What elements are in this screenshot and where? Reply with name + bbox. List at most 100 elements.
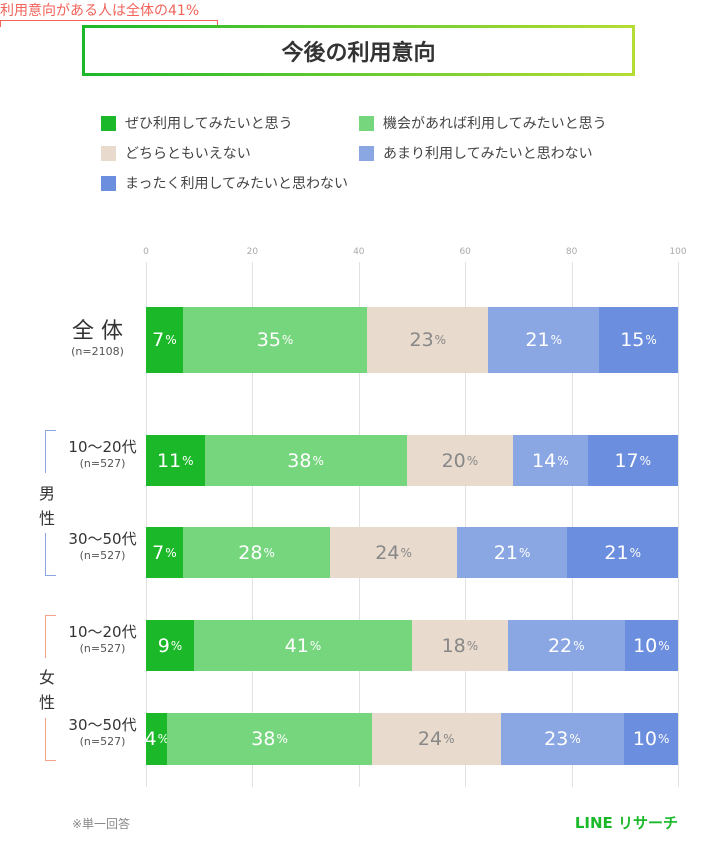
gridline <box>146 262 147 787</box>
data-label: 20 <box>441 449 466 472</box>
chart-title: 今後の利用意向 <box>82 25 635 76</box>
percent-sign: % <box>573 638 585 653</box>
percent-sign: % <box>182 453 194 468</box>
data-label: 24 <box>375 541 400 564</box>
percent-sign: % <box>157 732 169 746</box>
row-sample-size: (n=2108) <box>71 345 124 358</box>
x-tick-label: 60 <box>459 247 471 257</box>
legend-swatch <box>101 145 116 161</box>
group-bracket-top <box>45 430 56 473</box>
percent-sign: % <box>518 545 531 560</box>
bar-segment: 7% <box>146 527 183 578</box>
bar-segment: 20% <box>406 435 514 486</box>
gridline <box>678 262 679 787</box>
bar-segment: 24% <box>371 713 501 765</box>
data-label: 10 <box>633 634 658 657</box>
bar-segment: 35% <box>182 307 368 373</box>
legend-item: まったく利用してみたいと思わない <box>101 173 348 193</box>
bar-segment: 10% <box>624 713 678 765</box>
bar-segment: 24% <box>330 527 457 578</box>
gridline <box>358 262 360 787</box>
legend-label: あまり利用してみたいと思わない <box>383 146 593 162</box>
percent-sign: % <box>276 732 288 746</box>
group-bracket-bottom <box>45 533 56 576</box>
percent-sign: % <box>557 453 569 468</box>
bar-segment: 23% <box>367 307 489 373</box>
row-category: 30〜50代 <box>68 530 137 548</box>
data-label: 35 <box>256 329 281 351</box>
x-tick-label: 0 <box>143 247 149 257</box>
legend-swatch <box>359 145 374 161</box>
bar-segment: 18% <box>412 620 508 671</box>
percent-sign: % <box>569 732 581 746</box>
percent-sign: % <box>639 453 652 468</box>
legend-label: ぜひ利用してみたいと思う <box>125 116 293 132</box>
footnote: ※単一回答 <box>72 817 131 831</box>
percent-sign: % <box>165 333 177 347</box>
row-category: 10〜20代 <box>68 623 137 641</box>
row-category: 10〜20代 <box>68 438 137 456</box>
percent-sign: % <box>645 333 657 347</box>
data-label: 23 <box>409 329 434 351</box>
data-label: 9 <box>157 634 170 657</box>
row-label: 10〜20代 (n=527) <box>50 436 155 470</box>
row-sample-size: (n=527) <box>79 457 126 470</box>
legend-item: 機会があれば利用してみたいと思う <box>359 113 607 133</box>
row-label: 30〜50代 (n=527) <box>50 714 155 748</box>
data-label: 24 <box>417 728 443 750</box>
data-label: 15 <box>620 329 645 351</box>
percent-sign: % <box>443 732 455 746</box>
percent-sign: % <box>658 638 670 653</box>
bar-segment: 14% <box>513 435 588 486</box>
group-bracket-top <box>45 615 56 658</box>
row-label: 30〜50代 (n=527) <box>50 528 155 562</box>
bar-segment: 23% <box>500 713 625 765</box>
gridline <box>465 262 467 787</box>
percent-sign: % <box>658 732 670 746</box>
x-tick-label: 20 <box>246 247 259 257</box>
bar-segment: 28% <box>182 527 331 578</box>
percent-sign: % <box>550 333 562 347</box>
x-tick-label: 80 <box>565 247 578 257</box>
bar-segment: 41% <box>193 620 412 671</box>
legend-item: あまり利用してみたいと思わない <box>359 143 593 163</box>
bar-segment: 10% <box>624 620 678 671</box>
data-label: 7 <box>152 541 165 564</box>
data-label: 14 <box>532 449 557 472</box>
data-label: 4 <box>144 728 157 750</box>
row-sample-size: (n=527) <box>79 642 126 655</box>
percent-sign: % <box>466 453 479 468</box>
legend-swatch <box>359 115 374 131</box>
percent-sign: % <box>434 333 447 347</box>
bar-segment: 21% <box>488 307 599 373</box>
legend-label: まったく利用してみたいと思わない <box>125 176 349 192</box>
row-label: 全 体 (n=2108) <box>40 313 155 358</box>
bar-segment: 38% <box>167 713 372 765</box>
bar-segment: 38% <box>204 435 407 486</box>
legend-item: ぜひ利用してみたいと思う <box>101 113 293 133</box>
legend-label: どちらともいえない <box>125 146 251 162</box>
legend-swatch <box>101 115 116 131</box>
gridline <box>571 262 573 787</box>
bar-segment: 21% <box>567 527 678 578</box>
percent-sign: % <box>400 545 412 560</box>
row-category: 30〜50代 <box>68 716 137 734</box>
legend-swatch <box>101 175 116 191</box>
annotation-bracket <box>0 20 219 27</box>
gridline <box>252 262 254 787</box>
percent-sign: % <box>165 545 177 560</box>
row-sample-size: (n=527) <box>79 549 126 562</box>
data-label: 28 <box>238 541 263 564</box>
percent-sign: % <box>312 453 324 468</box>
percent-sign: % <box>309 638 322 653</box>
percent-sign: % <box>629 545 641 560</box>
data-label: 38 <box>287 449 312 472</box>
x-tick-label: 40 <box>353 247 365 257</box>
percent-sign: % <box>281 333 294 347</box>
data-label: 21 <box>604 541 629 564</box>
legend-item: どちらともいえない <box>101 143 251 163</box>
data-label: 18 <box>441 634 466 657</box>
group-label: 男性 <box>38 484 55 528</box>
bar-segment: 11% <box>146 435 205 486</box>
